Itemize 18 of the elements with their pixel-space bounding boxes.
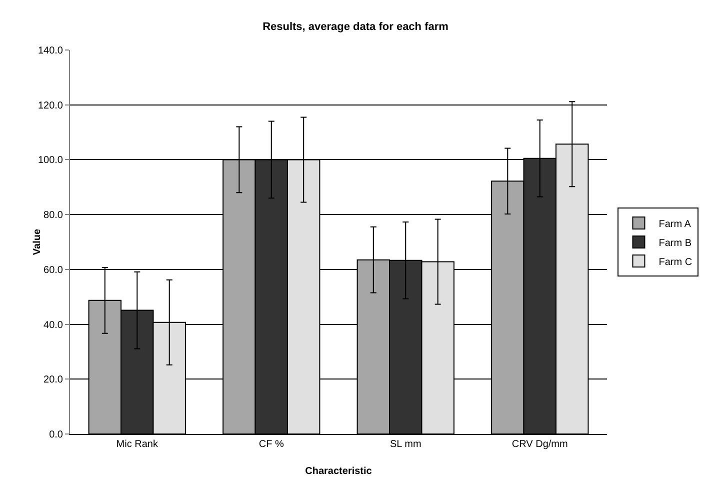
y-tick-label: 140.0 <box>38 46 64 56</box>
chart-title: Results, average data for each farm <box>262 20 449 33</box>
x-axis-title: Characteristic <box>305 466 372 477</box>
y-tick-label: 0.0 <box>49 430 64 440</box>
x-tick-label: Mic Rank <box>116 439 159 450</box>
y-axis-title: Value <box>32 228 43 256</box>
x-tick-label: CF % <box>258 439 284 450</box>
y-tick-label: 80.0 <box>44 210 64 222</box>
y-tick-label: 60.0 <box>44 264 64 276</box>
legend-label: Farm A <box>658 218 692 230</box>
x-tick-label: CRV Dg/mm <box>512 439 568 450</box>
legend-label: Farm B <box>658 238 692 249</box>
y-tick-label: 100.0 <box>38 155 64 166</box>
y-tick-label: 40.0 <box>44 320 64 331</box>
y-tick-label: 20.0 <box>44 374 64 386</box>
legend-label: Farm C <box>658 256 692 268</box>
x-tick-label: SL mm <box>390 439 422 450</box>
y-tick-label: 120.0 <box>38 100 64 112</box>
